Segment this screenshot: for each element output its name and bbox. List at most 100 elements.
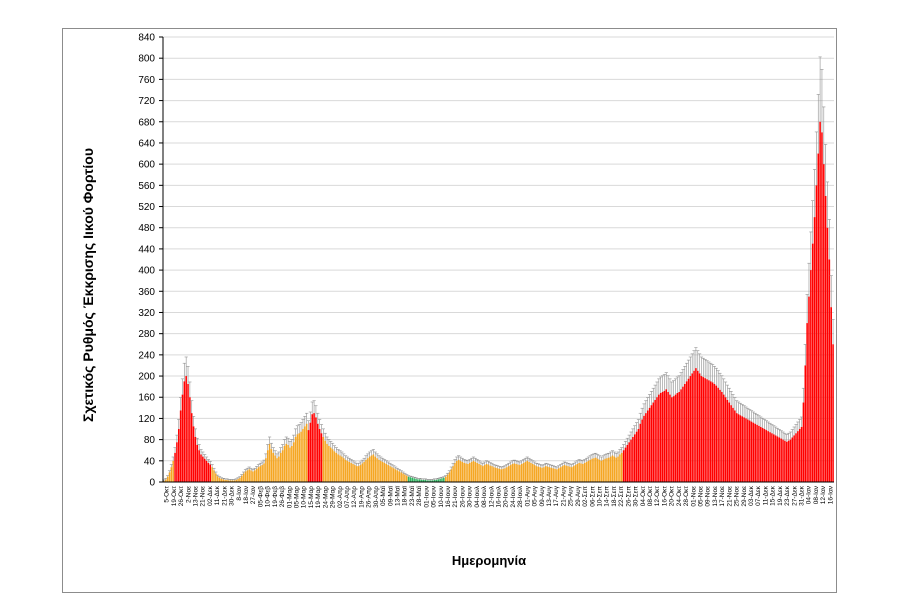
bar <box>698 373 701 482</box>
bar <box>415 478 417 482</box>
bar <box>671 397 673 482</box>
bar <box>752 422 755 482</box>
bar <box>281 450 284 482</box>
bar <box>163 480 165 482</box>
bar <box>467 463 469 482</box>
x-tick-label: 05-Μαρ <box>293 486 300 509</box>
bar <box>524 461 527 482</box>
bar <box>576 463 579 482</box>
bar <box>606 458 608 482</box>
bar <box>252 471 254 482</box>
bar <box>772 434 775 482</box>
bar <box>823 164 825 482</box>
bar <box>372 454 375 482</box>
x-tick-label: 05-Μαϊ <box>380 485 387 506</box>
bar <box>557 468 560 482</box>
bar <box>724 397 727 482</box>
bar <box>441 478 443 482</box>
bar <box>741 416 744 482</box>
bar <box>305 423 308 482</box>
bar <box>359 465 362 482</box>
bar <box>528 461 530 482</box>
bar <box>658 394 660 482</box>
bar <box>457 459 460 482</box>
bar <box>509 465 512 482</box>
x-tick-label: 13-Αυγ <box>546 485 553 506</box>
bar <box>784 440 786 482</box>
bar <box>774 435 777 482</box>
bar <box>587 460 590 482</box>
x-tick-label: 14-Σεπ <box>604 485 611 506</box>
bar <box>745 418 747 482</box>
bar <box>266 450 269 482</box>
y-tick-label: 320 <box>138 308 155 319</box>
bar <box>661 391 664 482</box>
bar <box>533 465 536 482</box>
bar <box>552 468 554 482</box>
bar <box>213 470 215 482</box>
x-tick-label: 19-Δεκ <box>777 485 784 506</box>
bar <box>726 399 729 482</box>
y-tick-label: 680 <box>138 117 155 128</box>
bar <box>565 465 567 482</box>
y-tick-label: 720 <box>138 96 155 107</box>
bar <box>780 438 782 482</box>
bar <box>591 458 593 482</box>
bar <box>519 465 521 482</box>
bar <box>719 389 721 482</box>
bar <box>684 383 686 482</box>
bar <box>622 450 625 482</box>
bar <box>272 452 275 482</box>
bar <box>404 474 406 482</box>
bar <box>582 463 584 482</box>
bar <box>761 427 764 482</box>
bar <box>659 393 662 482</box>
x-tick-label: 05-Νοε <box>698 486 705 507</box>
x-tick-label: 24-Μαρ <box>322 486 329 509</box>
x-tick-label: 11-Δεκ <box>762 485 769 505</box>
x-tick-label: 19-Απρ <box>358 486 365 508</box>
bar <box>711 382 714 482</box>
bar <box>787 440 790 482</box>
bar <box>650 405 653 482</box>
x-tick-label: 07-Απρ <box>344 486 351 508</box>
bar <box>821 132 823 482</box>
bar <box>487 464 490 482</box>
bar <box>522 462 525 482</box>
x-tick-label: 30-Απρ <box>373 486 380 508</box>
bar <box>754 423 756 482</box>
bar <box>422 479 425 482</box>
bar <box>743 417 745 482</box>
bar <box>446 474 449 482</box>
bar <box>261 465 263 482</box>
x-tick-label: 29-Νοε <box>741 486 748 507</box>
bar <box>689 376 692 482</box>
bar <box>378 459 380 482</box>
bar <box>611 455 614 482</box>
bar <box>545 466 547 482</box>
bar <box>539 467 541 482</box>
bar <box>215 473 217 482</box>
bar <box>344 459 347 482</box>
bar <box>750 421 753 482</box>
bar <box>481 466 484 482</box>
bar <box>619 454 621 482</box>
bar <box>383 462 386 482</box>
bar <box>265 458 267 482</box>
x-tick-label: 23-Δεκ <box>784 485 791 506</box>
bar <box>185 376 187 482</box>
bar <box>380 460 382 482</box>
x-tick-label: 26-Σεπ <box>625 485 632 506</box>
bar <box>337 454 339 482</box>
x-tick-label: 09-Νοε <box>705 486 712 507</box>
bar <box>789 439 792 482</box>
x-tick-label: 18-Σεπ <box>611 485 618 506</box>
y-tick-label: 240 <box>138 350 155 361</box>
bar <box>350 462 352 482</box>
y-tick-label: 600 <box>138 160 155 171</box>
bar <box>663 390 666 482</box>
x-tick-label: 04-Οκτ <box>640 486 647 507</box>
bar <box>782 439 784 482</box>
bar <box>626 444 629 482</box>
bar <box>817 153 820 483</box>
